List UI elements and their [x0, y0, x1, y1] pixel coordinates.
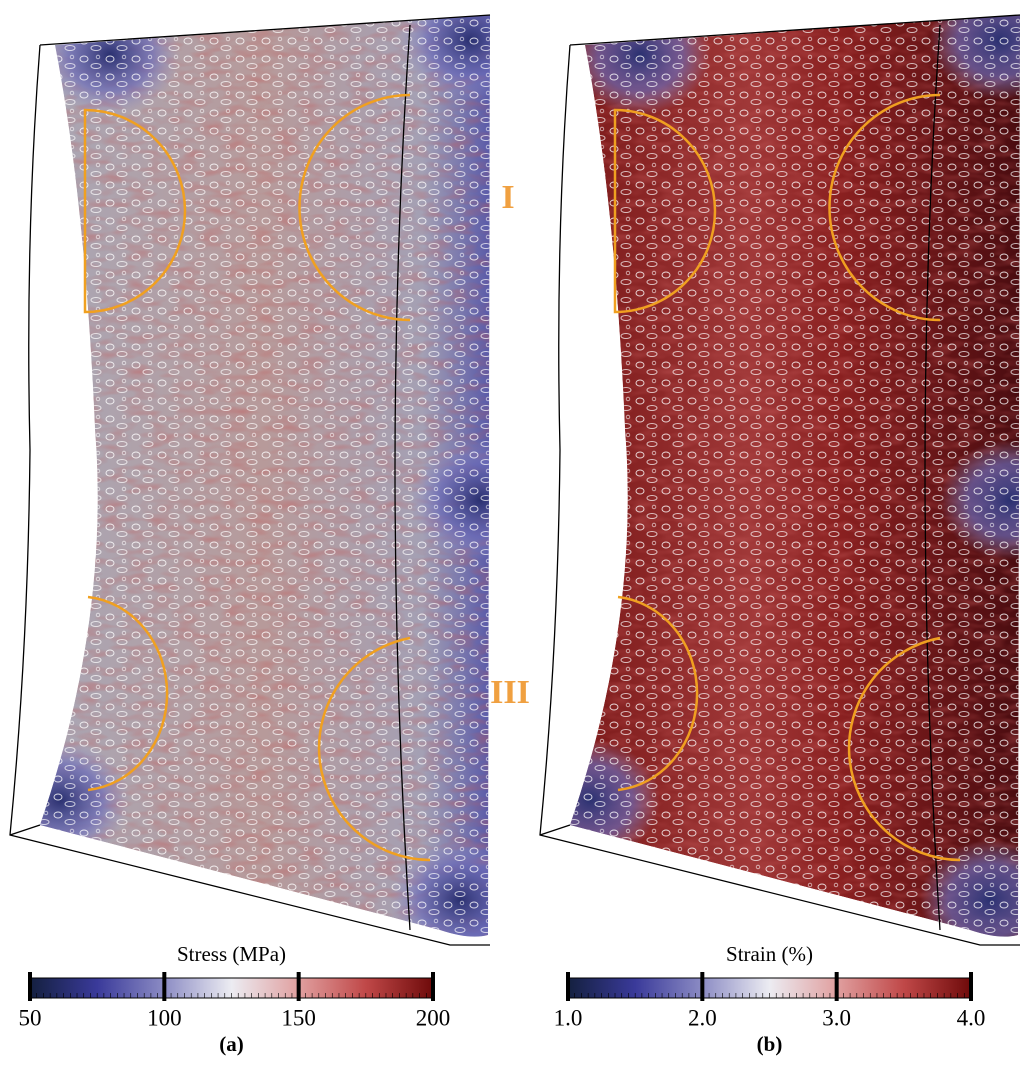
- tick-label: 4.0: [957, 1005, 986, 1030]
- region-outline: [617, 595, 699, 792]
- region-label: III: [490, 674, 530, 711]
- tick-label: 3.0: [822, 1005, 851, 1030]
- specimen: [40, 15, 490, 937]
- region-outline: [613, 108, 717, 314]
- region-outline: [847, 636, 961, 862]
- outline: [539, 14, 1020, 946]
- colorbar-label: Strain (%): [726, 942, 813, 966]
- tick-label: 1.0: [554, 1005, 583, 1030]
- region-outline: [317, 636, 431, 862]
- outline: [9, 14, 491, 946]
- region-label: I: [501, 179, 514, 216]
- caption: (a): [219, 1032, 244, 1056]
- tick-label: 100: [147, 1005, 182, 1030]
- tick-label: 200: [416, 1005, 451, 1030]
- region-outline: [83, 108, 187, 314]
- panel: [9, 14, 491, 946]
- tick-label: 50: [19, 1005, 42, 1030]
- specimen: [570, 15, 1020, 937]
- colorbar-label: Stress (MPa): [177, 942, 286, 966]
- panel: [539, 14, 1020, 946]
- region-outline: [87, 595, 169, 792]
- pores: [570, 15, 1020, 937]
- region-outline: [298, 93, 411, 322]
- pores: [40, 15, 490, 937]
- region-outline: [828, 93, 941, 322]
- tick-label: 2.0: [688, 1005, 717, 1030]
- tick-label: 150: [281, 1005, 316, 1030]
- caption: (b): [757, 1032, 783, 1056]
